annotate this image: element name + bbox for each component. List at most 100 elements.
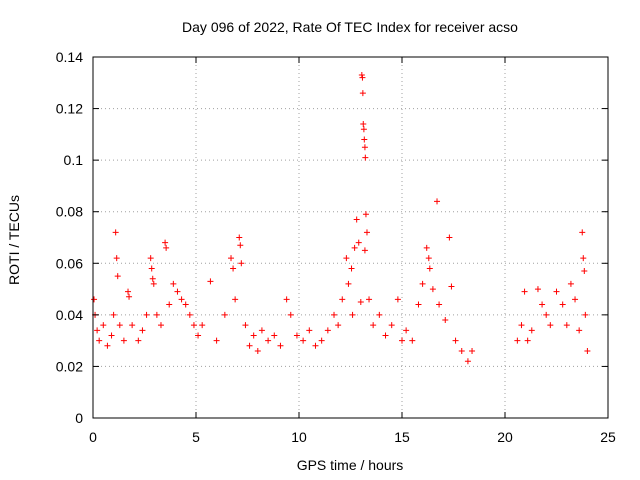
data-point — [126, 293, 133, 300]
data-point — [580, 255, 587, 262]
data-point — [157, 322, 164, 329]
data-point — [120, 337, 127, 344]
data-point — [258, 327, 265, 334]
data-point — [246, 342, 253, 349]
y-tick-label: 0.06 — [56, 255, 83, 271]
x-tick-label: 0 — [89, 429, 97, 445]
data-points — [91, 72, 591, 365]
data-point — [362, 154, 369, 161]
data-point — [230, 265, 237, 272]
data-point — [376, 311, 383, 318]
chart-title: Day 096 of 2022, Rate Of TEC Index for r… — [182, 19, 518, 35]
data-point — [236, 234, 243, 241]
data-point — [452, 337, 459, 344]
data-point — [582, 311, 589, 318]
data-point — [359, 74, 366, 81]
data-point — [195, 332, 202, 339]
data-point — [331, 311, 338, 318]
y-tick-label: 0.12 — [56, 101, 83, 117]
data-point — [112, 229, 119, 236]
x-tick-label: 15 — [394, 429, 410, 445]
data-point — [94, 327, 101, 334]
data-point — [363, 229, 370, 236]
data-point — [436, 301, 443, 308]
y-tick-label: 0.14 — [56, 49, 83, 65]
data-point — [366, 296, 373, 303]
data-point — [162, 239, 169, 246]
data-point — [524, 337, 531, 344]
data-point — [567, 280, 574, 287]
data-point — [534, 286, 541, 293]
data-point — [358, 72, 365, 79]
data-point — [300, 337, 307, 344]
data-point — [343, 255, 350, 262]
data-point — [360, 126, 367, 133]
x-tick-label: 5 — [192, 429, 200, 445]
data-point — [129, 322, 136, 329]
data-point — [147, 255, 154, 262]
data-point — [271, 332, 278, 339]
data-point — [110, 311, 117, 318]
data-point — [283, 296, 290, 303]
data-point — [232, 296, 239, 303]
data-point — [539, 301, 546, 308]
data-point — [312, 342, 319, 349]
data-point — [355, 239, 362, 246]
data-point — [96, 337, 103, 344]
data-point — [238, 260, 245, 267]
grid-lines — [93, 57, 608, 418]
data-point — [100, 322, 107, 329]
data-point — [324, 327, 331, 334]
y-tick-label: 0.08 — [56, 204, 83, 220]
data-point — [237, 242, 244, 249]
data-point — [419, 280, 426, 287]
data-point — [199, 322, 206, 329]
y-tick-label: 0.1 — [64, 152, 84, 168]
data-point — [351, 244, 358, 251]
y-axis-label: ROTI / TECUs — [6, 195, 22, 285]
data-point — [228, 255, 235, 262]
data-point — [153, 311, 160, 318]
data-point — [186, 311, 193, 318]
data-point — [174, 288, 181, 295]
data-point — [116, 322, 123, 329]
data-point — [348, 265, 355, 272]
data-point — [464, 358, 471, 365]
axis-ticks: 0 0.02 0.04 0.06 0.08 0.1 0.12 0.14 0 5 10 15 20 25 — [56, 49, 616, 445]
data-point — [190, 322, 197, 329]
data-point — [409, 337, 416, 344]
y-tick-label: 0.04 — [56, 307, 83, 323]
data-point — [361, 136, 368, 143]
data-point — [139, 327, 146, 334]
x-axis-label: GPS time / hours — [297, 457, 404, 473]
data-point — [518, 322, 525, 329]
data-point — [359, 90, 366, 97]
data-point — [361, 247, 368, 254]
data-point — [254, 347, 261, 354]
data-point — [293, 332, 300, 339]
data-point — [170, 280, 177, 287]
data-point — [572, 296, 579, 303]
data-point — [345, 280, 352, 287]
data-point — [584, 347, 591, 354]
data-point — [423, 244, 430, 251]
data-point — [91, 296, 98, 303]
data-point — [458, 347, 465, 354]
data-point — [250, 332, 257, 339]
data-point — [125, 288, 132, 295]
data-point — [388, 322, 395, 329]
data-point — [426, 265, 433, 272]
data-point — [306, 327, 313, 334]
data-point — [399, 337, 405, 344]
data-point — [521, 288, 528, 295]
data-point — [559, 301, 566, 308]
data-point — [335, 322, 342, 329]
data-point — [287, 311, 294, 318]
data-point — [394, 296, 401, 303]
data-point — [362, 211, 369, 218]
x-tick-label: 25 — [600, 429, 616, 445]
data-point — [166, 301, 173, 308]
data-point — [113, 255, 120, 262]
data-point — [360, 121, 367, 128]
